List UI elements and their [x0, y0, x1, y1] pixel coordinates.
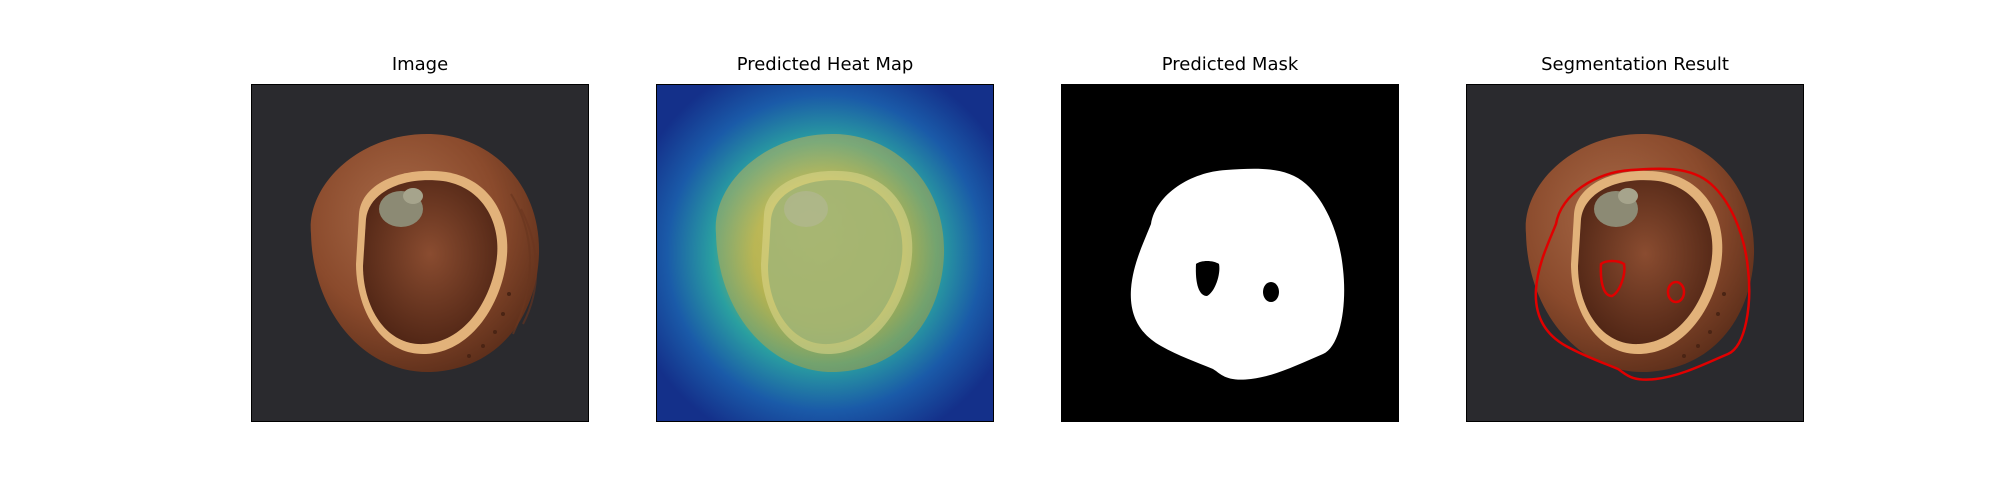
mask-image — [1061, 84, 1399, 422]
segmentation-title: Segmentation Result — [1541, 54, 1729, 75]
mask-panel: Predicted Mask — [1061, 54, 1399, 422]
image-title: Image — [391, 54, 449, 75]
heatmap-title: Predicted Heat Map — [736, 54, 914, 75]
heatmap-image — [656, 84, 994, 422]
segmentation-image — [1466, 84, 1804, 422]
mask-title: Predicted Mask — [1161, 54, 1299, 75]
segmentation-panel: Segmentation Result — [1466, 54, 1804, 422]
original-image — [251, 84, 589, 422]
image-panel: Image — [251, 54, 589, 422]
heatmap-panel: Predicted Heat Map — [656, 54, 994, 422]
